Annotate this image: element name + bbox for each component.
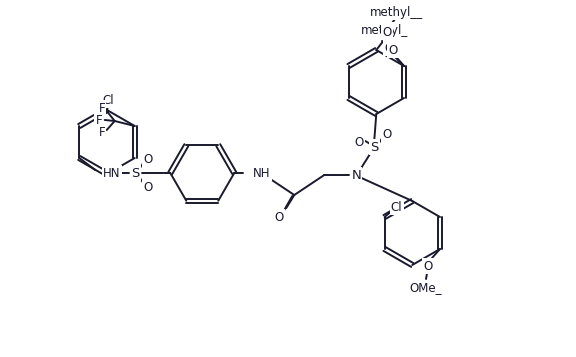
Text: O: O bbox=[143, 152, 153, 166]
Text: O: O bbox=[275, 211, 284, 223]
Text: F: F bbox=[98, 126, 105, 139]
Text: F: F bbox=[98, 101, 105, 115]
Text: Cl: Cl bbox=[102, 94, 114, 106]
Text: S: S bbox=[131, 166, 139, 180]
Text: methyl: methyl bbox=[362, 27, 398, 37]
Text: Cl: Cl bbox=[391, 201, 403, 213]
Text: O: O bbox=[388, 44, 397, 56]
Text: HN: HN bbox=[103, 166, 121, 180]
Text: methyl_: methyl_ bbox=[361, 24, 408, 36]
Text: F: F bbox=[96, 114, 102, 126]
Text: S: S bbox=[370, 141, 378, 154]
Text: O: O bbox=[423, 260, 433, 272]
Text: O: O bbox=[355, 136, 364, 149]
Text: O: O bbox=[382, 25, 392, 39]
Text: O: O bbox=[382, 127, 392, 141]
Text: NH: NH bbox=[253, 166, 271, 180]
Text: OMe_: OMe_ bbox=[410, 282, 442, 295]
Text: N: N bbox=[351, 169, 361, 181]
Text: O: O bbox=[384, 41, 393, 55]
Text: methyl__: methyl__ bbox=[370, 5, 423, 19]
Text: O: O bbox=[143, 181, 153, 193]
